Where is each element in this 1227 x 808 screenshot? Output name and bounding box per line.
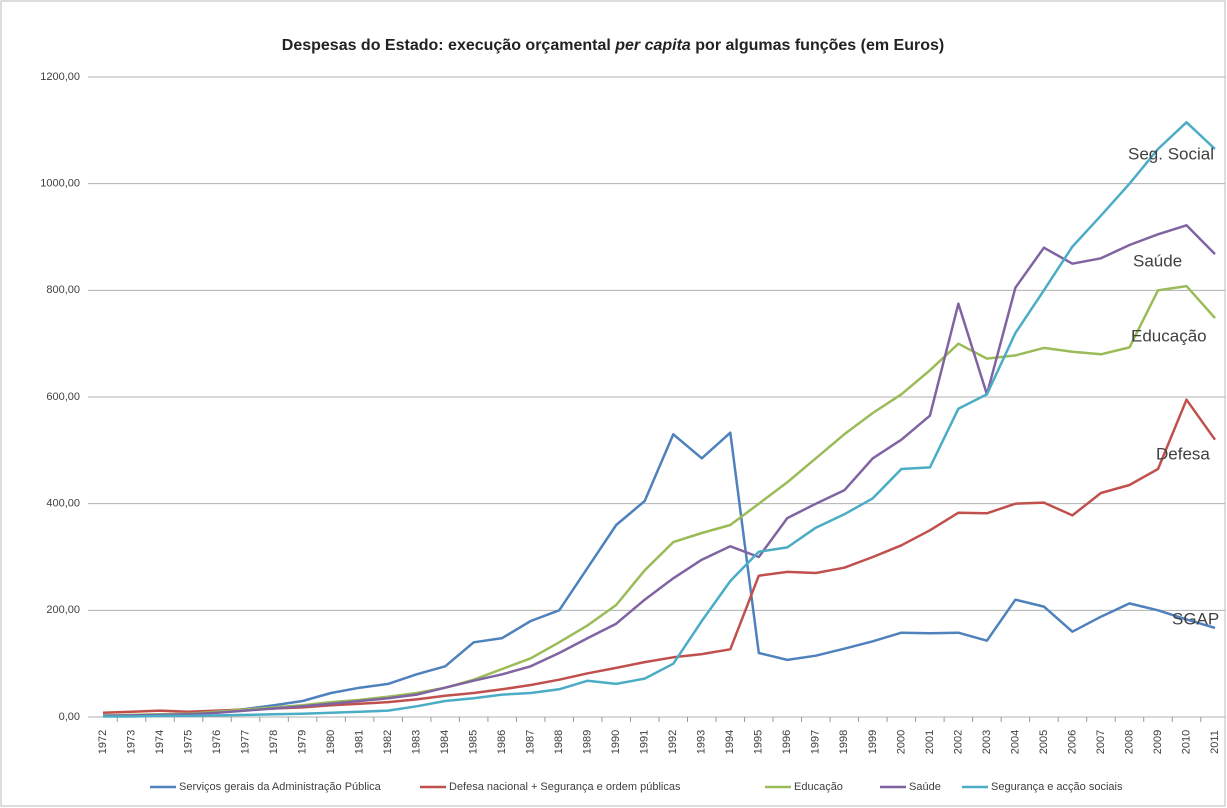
y-tick-label: 800,00 [46,284,80,296]
annotation: Defesa [1156,444,1210,463]
x-tick-label: 1981 [354,730,366,754]
x-tick-label: 1986 [496,730,508,754]
x-tick-label: 1989 [582,730,594,754]
y-tick-label: 400,00 [46,498,80,510]
x-tick-label: 2004 [1009,730,1021,754]
x-tick-label: 1995 [753,730,765,754]
annotation: Educação [1131,326,1207,345]
x-tick-label: 1980 [325,730,337,754]
legend-label: Saúde [909,781,941,793]
x-tick-label: 2009 [1152,730,1164,754]
x-tick-label: 2005 [1038,730,1050,754]
legend-label: Segurança e acção sociais [991,781,1123,793]
x-tick-label: 2003 [981,730,993,754]
y-tick-label: 1200,00 [40,71,80,83]
series-line [102,431,1216,718]
y-tick-label: 0,00 [59,711,80,723]
x-tick-label: 2002 [952,730,964,754]
x-tick-label: 1998 [838,730,850,754]
x-tick-label: 2010 [1180,730,1192,754]
x-tick-label: 1975 [182,730,194,754]
x-tick-label: 1982 [382,730,394,754]
x-tick-label: 1976 [211,730,223,754]
x-tick-label: 1990 [610,730,622,754]
x-tick-label: 1973 [125,730,137,754]
x-tick-label: 1994 [724,730,736,754]
x-tick-label: 1999 [867,730,879,754]
x-tick-label: 1978 [268,730,280,754]
chart-title: Despesas do Estado: execução orçamental … [282,37,944,54]
x-tick-label: 1983 [411,730,423,754]
x-tick-label: 1992 [667,730,679,754]
annotation: SGAP [1172,609,1219,628]
x-tick-label: 1997 [810,730,822,754]
x-tick-label: 2008 [1123,730,1135,754]
x-tick-label: 2000 [895,730,907,754]
y-tick-label: 1000,00 [40,178,80,190]
y-tick-label: 200,00 [46,604,80,616]
x-tick-label: 1984 [439,730,451,754]
x-tick-label: 2001 [924,730,936,754]
title-part: Despesas do Estado: execução orçamental [282,37,615,54]
x-tick-label: 1972 [97,730,109,754]
y-tick-label: 600,00 [46,391,80,403]
title-part: per capita [614,37,691,54]
x-tick-label: 1979 [296,730,308,754]
x-tick-label: 1991 [639,730,651,754]
series-line [102,224,1216,718]
x-tick-label: 1996 [781,730,793,754]
series-line [103,121,1216,718]
legend-label: Serviços gerais da Administração Pública [179,781,382,793]
x-tick-label: 1987 [525,730,537,754]
x-tick-label: 1988 [553,730,565,754]
x-tick-label: 2007 [1095,730,1107,754]
x-tick-label: 1974 [154,730,166,754]
title-part: por algumas funções (em Euros) [691,37,944,54]
x-tick-label: 1977 [239,730,251,754]
x-tick-label: 1985 [468,730,480,754]
x-tick-label: 2006 [1066,730,1078,754]
legend-label: Defesa nacional + Segurança e ordem públ… [449,781,681,793]
x-tick-label: 1993 [696,730,708,754]
x-tick-label: 2011 [1209,730,1221,754]
annotation: Saúde [1133,251,1182,270]
annotation: Seg. Social [1128,144,1214,163]
legend-label: Educação [794,781,843,793]
